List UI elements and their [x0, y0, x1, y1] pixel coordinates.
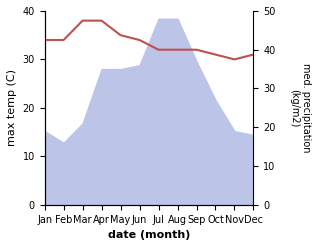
Y-axis label: max temp (C): max temp (C)	[7, 69, 17, 146]
X-axis label: date (month): date (month)	[108, 230, 190, 240]
Y-axis label: med. precipitation
(kg/m2): med. precipitation (kg/m2)	[289, 63, 311, 153]
